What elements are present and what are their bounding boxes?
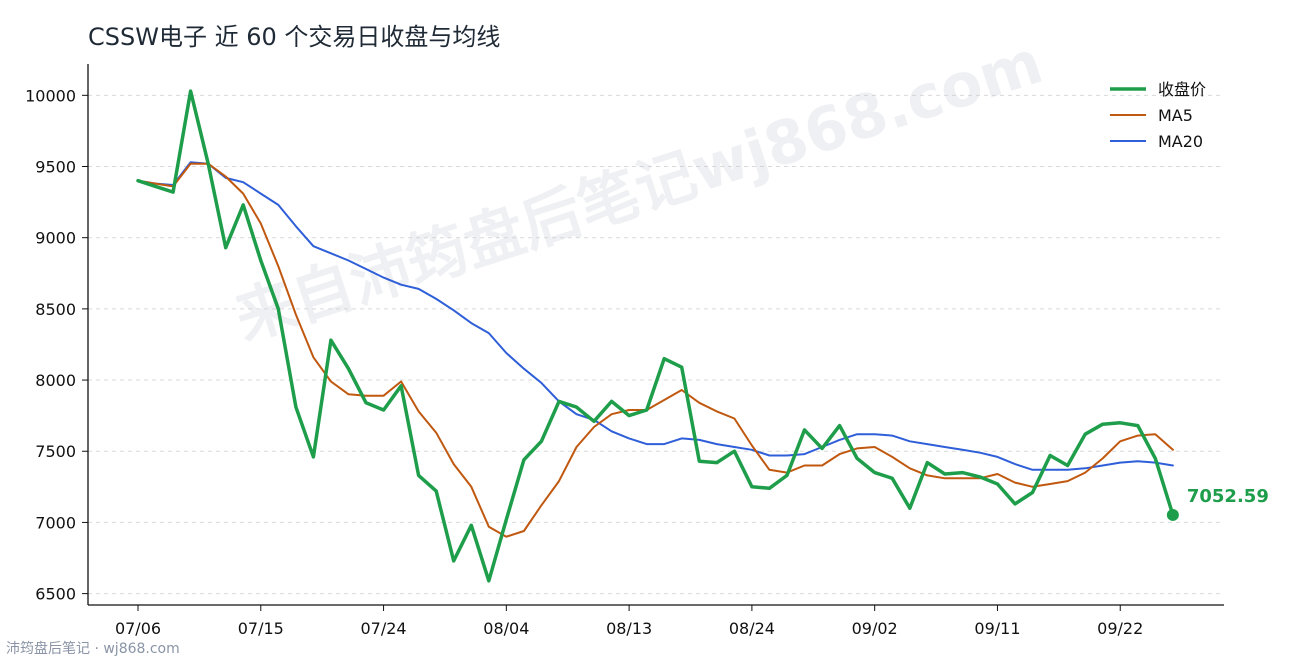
legend-label: MA5: [1158, 106, 1193, 125]
series-lines: [136, 89, 1175, 583]
x-tick-label: 08/13: [606, 619, 652, 638]
y-tick-label: 8500: [35, 300, 76, 319]
series-line-ma20: [137, 161, 1174, 471]
x-tick-label: 09/22: [1097, 619, 1143, 638]
x-axis-ticks: 07/06 07/15 07/24 08/04 08/13 08/24 09/02 09/11…: [115, 605, 1143, 638]
series-line-ma5: [137, 162, 1174, 538]
x-tick-label: 09/11: [974, 619, 1020, 638]
footer-credit: 沛筠盘后笔记 · wj868.com: [6, 640, 180, 657]
legend-label: 收盘价: [1158, 80, 1206, 99]
y-tick-label: 9500: [35, 158, 76, 177]
y-tick-label: 9000: [35, 229, 76, 248]
x-tick-label: 07/24: [361, 619, 407, 638]
y-axis-ticks: 6500 7000 7500 8000 8500 9000 9500 10000: [25, 86, 88, 604]
y-tick-label: 7000: [35, 513, 76, 532]
axes: [87, 64, 1224, 606]
last-close-marker: [1166, 508, 1179, 521]
y-tick-label: 8000: [35, 371, 76, 390]
last-close-label: 7052.59: [1187, 486, 1269, 507]
x-tick-label: 08/04: [483, 619, 529, 638]
x-tick-label: 09/02: [852, 619, 898, 638]
watermark: 来自沛筠盘后笔记wj868.com: [227, 27, 1051, 354]
x-tick-label: 07/06: [115, 619, 161, 638]
legend-label: MA20: [1158, 132, 1203, 151]
y-tick-label: 6500: [35, 585, 76, 604]
y-tick-label: 10000: [25, 86, 76, 105]
y-tick-label: 7500: [35, 442, 76, 461]
x-tick-label: 08/24: [729, 619, 775, 638]
x-tick-label: 07/15: [238, 619, 284, 638]
legend: 收盘价 MA5 MA20: [1110, 80, 1206, 151]
chart-title: CSSW电子 近 60 个交易日收盘与均线: [88, 23, 500, 51]
series-line-close: [136, 89, 1175, 583]
